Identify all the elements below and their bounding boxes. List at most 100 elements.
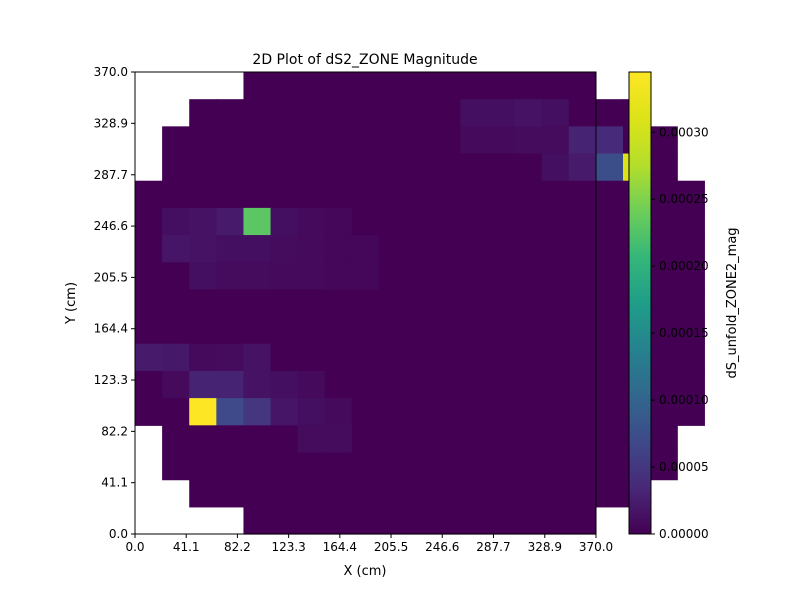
heatmap-cell <box>541 126 570 155</box>
heatmap-cell <box>650 235 678 263</box>
heatmap-cell <box>216 343 245 372</box>
heatmap-cell <box>460 99 489 127</box>
heatmap-cell <box>243 343 272 372</box>
heatmap-cell <box>351 398 380 426</box>
heatmap-cell <box>162 398 190 426</box>
heatmap-cell <box>568 207 597 236</box>
heatmap-cell <box>568 262 597 291</box>
heatmap-cell <box>189 289 217 318</box>
heatmap-cell <box>487 425 516 454</box>
heatmap-cell <box>487 72 516 100</box>
x-tick-label: 41.1 <box>173 540 200 554</box>
heatmap-cell <box>406 452 434 481</box>
colorbar-ticks: 0.00000 0.00005 0.00010 0.00015 0.00020 0.000… <box>651 125 709 541</box>
heatmap-cell <box>297 126 326 155</box>
heatmap-cell <box>351 72 380 100</box>
heatmap-cell <box>243 153 272 182</box>
heatmap-cell <box>351 452 380 481</box>
heatmap-cell <box>270 398 299 426</box>
x-tick-label: 164.4 <box>323 540 357 554</box>
heatmap-cell <box>135 235 163 263</box>
colorbar <box>628 71 652 535</box>
heatmap-cell <box>270 235 299 263</box>
heatmap-cell <box>162 343 190 372</box>
heatmap-cell <box>406 126 434 155</box>
heatmap-cell <box>677 180 705 209</box>
heatmap-cell <box>297 153 326 182</box>
heatmap-cell <box>568 425 597 454</box>
heatmap-cell <box>270 126 299 155</box>
colorbar-tick-label: 0.00025 <box>659 192 709 206</box>
heatmap-cell <box>568 370 597 399</box>
heatmap-cell <box>568 126 597 155</box>
heatmap-cell <box>216 479 245 508</box>
heatmap-cell <box>514 316 543 345</box>
heatmap-cell <box>162 316 190 345</box>
heatmap-cell <box>433 207 461 236</box>
heatmap-cell <box>379 316 407 345</box>
heatmap-cell <box>487 506 516 535</box>
heatmap-cell <box>216 207 245 236</box>
heatmap-cell <box>487 180 516 209</box>
heatmap-cell <box>216 370 245 399</box>
heatmap-cell <box>351 99 380 127</box>
heatmap-cell <box>189 425 217 454</box>
heatmap-cell <box>487 452 516 481</box>
heatmap-cell <box>189 207 217 236</box>
heatmap-cell <box>379 153 407 182</box>
heatmap-cell <box>514 207 543 236</box>
heatmap-cell <box>568 289 597 318</box>
heatmap-cell <box>595 370 624 399</box>
heatmap-cell <box>243 425 272 454</box>
colorbar-tick-label: 0.00030 <box>659 125 709 139</box>
heatmap-cell <box>677 316 705 345</box>
heatmap-cell <box>216 153 245 182</box>
heatmap-cell <box>189 180 217 209</box>
heatmap-cell <box>189 316 217 345</box>
heatmap-cell <box>460 452 489 481</box>
heatmap-cell <box>541 370 570 399</box>
heatmap-cell <box>595 153 624 182</box>
heatmap-cell <box>487 370 516 399</box>
heatmap-cell <box>243 72 272 100</box>
x-tick-label: 370.0 <box>579 540 613 554</box>
heatmap-cell <box>406 289 434 318</box>
heatmap-cell <box>379 262 407 291</box>
heatmap-cell <box>595 452 624 481</box>
heatmap-cell <box>189 153 217 182</box>
heatmap-cell <box>541 153 570 182</box>
heatmap-cell <box>189 126 217 155</box>
heatmap-cell <box>297 180 326 209</box>
heatmap-cell <box>324 207 353 236</box>
heatmap-cell <box>460 262 489 291</box>
heatmap-cell <box>406 316 434 345</box>
heatmap-cell <box>162 126 190 155</box>
x-tick-label: 287.7 <box>476 540 510 554</box>
heatmap-cell <box>379 398 407 426</box>
heatmap-cell <box>162 452 190 481</box>
heatmap-cell <box>487 479 516 508</box>
heatmap-cell <box>406 370 434 399</box>
heatmap-cell <box>650 343 678 372</box>
heatmap-cell <box>568 506 597 535</box>
heatmap-cell <box>351 370 380 399</box>
heatmap-cell <box>541 207 570 236</box>
heatmap-cell <box>514 262 543 291</box>
heatmap-cell <box>379 207 407 236</box>
heatmap-cell <box>324 99 353 127</box>
heatmap-cell <box>297 343 326 372</box>
heatmap-cell <box>460 343 489 372</box>
heatmap-cell <box>379 99 407 127</box>
heatmap-cell <box>595 316 624 345</box>
heatmap-cell <box>677 289 705 318</box>
heatmap-cell <box>433 235 461 263</box>
heatmap-cell <box>514 506 543 535</box>
heatmap-cell <box>460 72 489 100</box>
y-tick-label: 370.0 <box>94 65 128 79</box>
y-tick-label: 246.6 <box>94 219 128 233</box>
heatmap-cell <box>324 235 353 263</box>
heatmap-cell <box>650 370 678 399</box>
heatmap-cell <box>270 316 299 345</box>
heatmap-cell <box>650 289 678 318</box>
heatmap-cell <box>406 235 434 263</box>
